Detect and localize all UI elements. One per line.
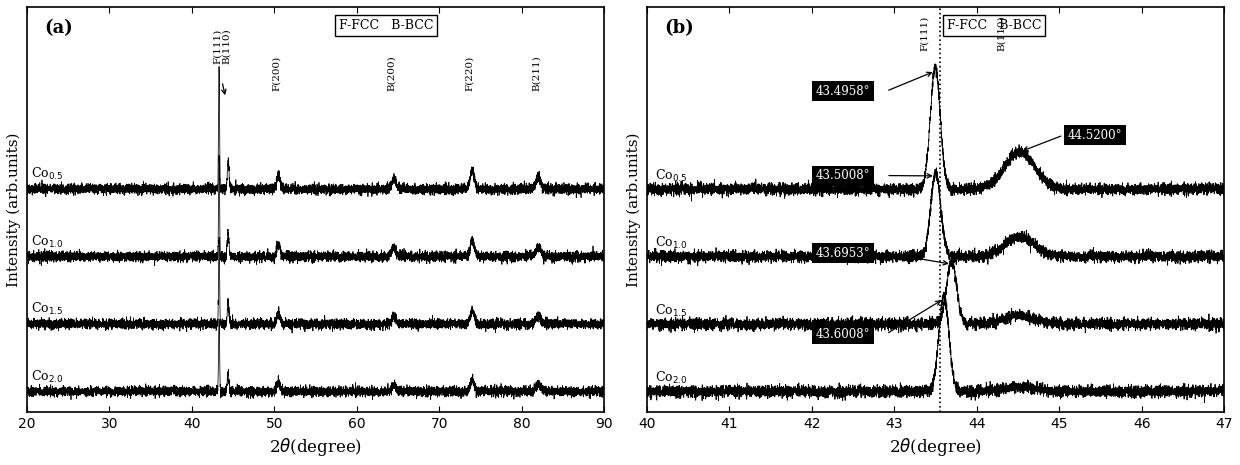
Text: B(211): B(211) [532, 55, 541, 91]
Text: B(110): B(110) [997, 15, 1006, 51]
Y-axis label: Intensity (arb.units): Intensity (arb.units) [7, 132, 21, 286]
Text: Co$_{2.0}$: Co$_{2.0}$ [655, 370, 688, 386]
Y-axis label: Intensity (arb.units): Intensity (arb.units) [627, 132, 641, 286]
Text: Co$_{2.0}$: Co$_{2.0}$ [31, 369, 63, 385]
Text: F(111): F(111) [920, 15, 929, 51]
Text: F-FCC   B-BCC: F-FCC B-BCC [339, 19, 433, 32]
Text: 43.6953°: 43.6953° [816, 246, 870, 259]
Text: F(200): F(200) [272, 56, 281, 91]
Text: B(200): B(200) [387, 55, 396, 91]
Text: 43.5008°: 43.5008° [816, 169, 870, 182]
Text: Co$_{0.5}$: Co$_{0.5}$ [31, 166, 63, 182]
Text: 43.6008°: 43.6008° [816, 327, 870, 340]
Text: Co$_{1.0}$: Co$_{1.0}$ [655, 235, 688, 251]
Text: (b): (b) [665, 19, 694, 37]
Text: 43.4958°: 43.4958° [816, 85, 870, 98]
Text: Co$_{1.0}$: Co$_{1.0}$ [31, 233, 63, 250]
Text: (a): (a) [45, 19, 73, 37]
Text: Co$_{1.5}$: Co$_{1.5}$ [31, 301, 63, 317]
Text: 44.5200°: 44.5200° [1068, 129, 1122, 142]
Text: F-FCC   B-BCC: F-FCC B-BCC [947, 19, 1042, 32]
X-axis label: 2$\theta$(degree): 2$\theta$(degree) [269, 436, 362, 458]
Text: F(111): F(111) [213, 29, 222, 64]
Text: F(220): F(220) [465, 56, 475, 91]
X-axis label: 2$\theta$(degree): 2$\theta$(degree) [889, 436, 982, 458]
Text: B(110): B(110) [222, 28, 232, 64]
Text: Co$_{1.5}$: Co$_{1.5}$ [655, 302, 687, 319]
Text: Co$_{0.5}$: Co$_{0.5}$ [655, 167, 687, 184]
